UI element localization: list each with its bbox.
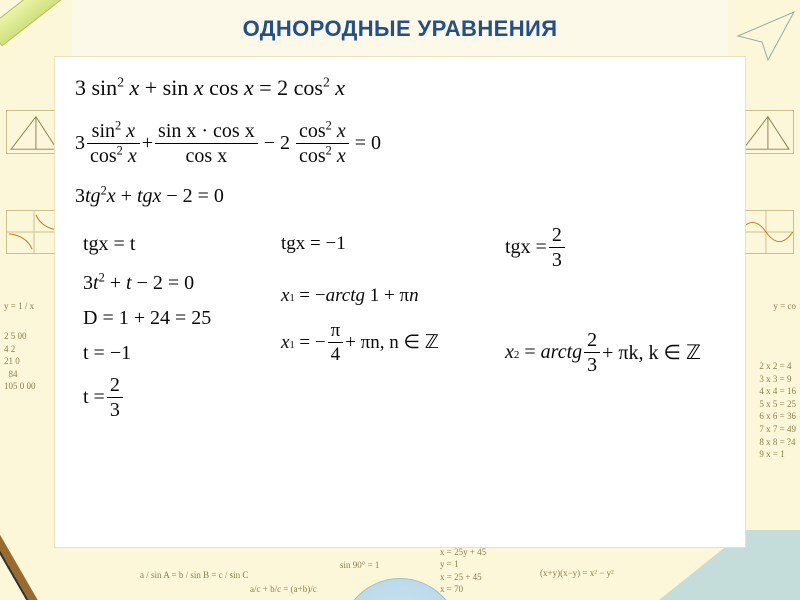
mini-triangle-right [738, 110, 794, 154]
mult-row: 9 x = 1 [759, 448, 796, 461]
page-title: ОДНОРОДНЫЕ УРАВНЕНИЯ [243, 16, 558, 42]
column-branch-2-3: tgx = 2 3 x2 = arctg 2 3 + πk, k ∈ ℤ [505, 219, 701, 381]
header: ОДНОРОДНЫЕ УРАВНЕНИЯ [0, 16, 800, 42]
eq: tgx = t [83, 233, 211, 256]
equation-line-2: 3 sin2 x cos2 x + sin x · cos x cos x − … [75, 121, 381, 166]
fraction: sin x · cos x cos x [155, 121, 258, 166]
mult-row: 3 x 3 = 9 [759, 373, 796, 386]
math-area: 3 sin2 x + sin x cos x = 2 cos2 x 3 sin2… [75, 69, 735, 537]
eq: tgx = −1 [281, 233, 439, 255]
column-substitution: tgx = t 3t2 + t − 2 = 0 D = 1 + 24 = 25 … [83, 227, 211, 426]
eq: t = 2 3 [83, 375, 211, 420]
left-fn-label: y = 1 / x [4, 300, 34, 313]
eq: t = −1 [83, 342, 211, 365]
equation-line-3: 3tg2x + tgx − 2 = 0 [75, 185, 224, 208]
fraction: 2 3 [549, 225, 565, 270]
frac-identity: a/c + b/c = (a+b)/c [250, 583, 317, 596]
coef: − 2 [264, 132, 290, 155]
left-division: 2 5 00 4 2 21 0 84 105 0 00 [4, 330, 36, 393]
math-panel: 3 sin2 x + sin x cos x = 2 cos2 x 3 sin2… [54, 56, 746, 548]
mult-row: 4 x 4 = 16 [759, 385, 796, 398]
diff-squares: (x+y)(x−y) = x² − y² [540, 567, 614, 580]
eq: 3t2 + t − 2 = 0 [83, 272, 211, 295]
eq: x2 = arctg 2 3 + πk, k ∈ ℤ [505, 330, 701, 375]
fraction: sin2 x cos2 x [87, 121, 140, 166]
eq: tgx = 2 3 [505, 225, 701, 270]
fraction: π 4 [328, 321, 344, 364]
equals-zero: = 0 [355, 132, 381, 155]
coef: 3 [75, 132, 85, 155]
mult-row: 2 x 2 = 4 [759, 360, 796, 373]
mult-row: 6 x 6 = 36 [759, 410, 796, 423]
eq: x1 = −arctg 1 + πn [281, 285, 439, 307]
mult-row: 5 x 5 = 25 [759, 398, 796, 411]
sine-rule: a / sin A = b / sin B = c / sin C [140, 569, 248, 582]
mini-graph-cos [738, 210, 794, 254]
pencil-icon [0, 530, 49, 600]
fraction: 2 3 [584, 330, 600, 375]
mult-row: 8 x 8 = ?4 [759, 436, 796, 449]
eq: x1 = − π 4 + πn, n ∈ ℤ [281, 321, 439, 364]
fraction: cos2 x cos2 x [296, 121, 349, 166]
fraction: 2 3 [107, 375, 123, 420]
column-branch-neg1: tgx = −1 x1 = −arctg 1 + πn x1 = − π 4 +… [281, 227, 439, 370]
sin90: sin 90° = 1 [340, 559, 379, 572]
mult-row: 7 x 7 = 49 [759, 423, 796, 436]
eq: D = 1 + 24 = 25 [83, 307, 211, 330]
right-mult-table: 2 x 2 = 4 3 x 3 = 9 4 x 4 = 16 5 x 5 = 2… [759, 360, 796, 461]
equation-line-1: 3 sin2 x + sin x cos x = 2 cos2 x [75, 75, 345, 101]
right-fn-label: y = co [773, 300, 796, 313]
